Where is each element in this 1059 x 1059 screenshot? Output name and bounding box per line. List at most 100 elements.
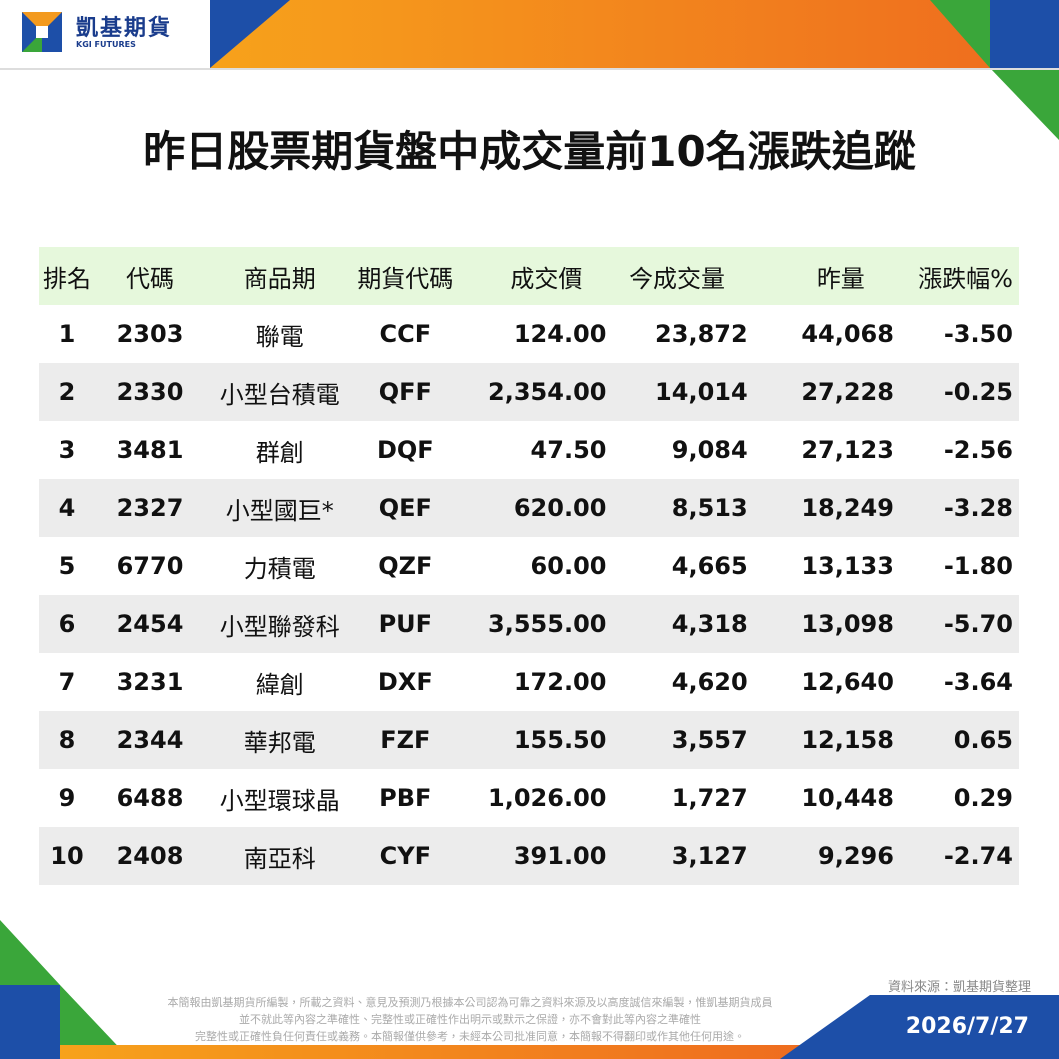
table-cell: 2	[39, 363, 95, 421]
table-cell: 44,068	[801, 320, 894, 348]
source: 資料來源：凱基期貨整理	[887, 980, 1031, 995]
column-header: 今成交量	[606, 247, 748, 305]
table-row: 2 2330 小型台積電 QFF 2,354.00 14,014 27,228 -0.25	[39, 363, 1019, 421]
table-cell: PBF	[379, 784, 432, 812]
table-row: 1 2303 聯電 CCF 124.00 23,872 44,068 -3.50	[39, 305, 1019, 363]
table-cell: 小型國巨*	[205, 479, 355, 537]
bottom-right-blue	[780, 995, 1059, 1059]
ranking-table: 排名 代碼 商品期 期貨代碼 成交價 今成交量 昨量 漲跌幅% 1 2303 聯電 CCF 124.0…	[39, 247, 1019, 885]
column-header: 昨量	[747, 247, 894, 305]
table-cell: 0.65	[893, 711, 1019, 769]
table-cell: 小型聯發科	[205, 595, 355, 653]
table-cell: 3,127	[606, 827, 748, 885]
logo-center	[36, 26, 48, 38]
table-cell: 27,123	[801, 436, 894, 464]
table-row: 7 3231 緯創 DXF 172.00 4,620 12,640 -3.64	[39, 653, 1019, 711]
table-cell: 緯創	[255, 670, 304, 699]
table-cell: 6	[39, 595, 95, 653]
brand: 凱基期貨	[76, 16, 173, 41]
table-cell: 620.00	[456, 479, 607, 537]
table-cell: 18,249	[747, 479, 894, 537]
table-cell: CYF	[354, 827, 457, 885]
table-cell: 47.50	[530, 436, 607, 464]
table-cell: 155.50	[456, 711, 607, 769]
table-cell: -5.70	[893, 595, 1019, 653]
table-cell: 8,513	[606, 479, 748, 537]
top-bar	[210, 0, 1059, 68]
title: 昨日股票期貨盤中成交量前10名漲跌追蹤	[143, 127, 916, 176]
column-header: 排名	[39, 247, 95, 305]
table-cell: -2.74	[893, 827, 1019, 885]
table-cell: 0.29	[953, 784, 1013, 812]
table-cell: -3.50	[943, 320, 1013, 348]
top-right-green	[990, 68, 1059, 140]
table-cell: 2344	[94, 711, 206, 769]
table-cell: 3231	[116, 668, 184, 696]
table-cell: 5	[58, 552, 76, 580]
table-cell: 2327	[94, 479, 206, 537]
table-cell: 4	[39, 479, 95, 537]
table-cell: QZF	[378, 552, 433, 580]
table-row: 10 2408 南亞科 CYF 391.00 3,127 9,296 -2.74	[39, 827, 1019, 885]
table-cell: DXF	[377, 668, 433, 696]
table-cell: 60.00	[530, 552, 607, 580]
disclaimer-line: 本簡報由凱基期貨所編製，所載之資料、意見及預測乃根據本公司認為可靠之資料來源及以…	[167, 996, 773, 1009]
table-cell: 10,448	[801, 784, 894, 812]
table-cell: 10	[39, 827, 95, 885]
table-cell: 13,098	[747, 595, 894, 653]
table-row: 9 6488 小型環球晶 PBF 1,026.00 1,727 10,448 0.29	[39, 769, 1019, 827]
table-cell: 2,354.00	[456, 363, 607, 421]
table-cell: 12,640	[801, 668, 894, 696]
table-cell: -0.25	[893, 363, 1019, 421]
column-header: 商品期	[205, 247, 355, 305]
table-cell: DQF	[376, 436, 434, 464]
table-cell: 4,665	[671, 552, 748, 580]
table-cell: 7	[58, 668, 76, 696]
table-cell: 2330	[94, 363, 206, 421]
header-row: 排名 代碼 商品期 期貨代碼 成交價 今成交量 昨量 漲跌幅%	[39, 247, 1019, 305]
column-header: 漲跌幅%	[893, 247, 1019, 305]
top-line	[0, 68, 1059, 70]
table-cell: FZF	[354, 711, 457, 769]
brand-en: KGI FUTURES	[76, 40, 136, 49]
table-cell: 23,872	[655, 320, 748, 348]
table-cell: 華邦電	[205, 711, 355, 769]
table-cell: -3.28	[893, 479, 1019, 537]
table-cell: 27,228	[747, 363, 894, 421]
table-cell: 9,084	[671, 436, 748, 464]
date: 2026/7/27	[905, 1014, 1029, 1039]
table-cell: 3481	[116, 436, 184, 464]
table-cell: 9,296	[747, 827, 894, 885]
table-cell: 172.00	[513, 668, 607, 696]
table-cell: -1.80	[943, 552, 1013, 580]
top-right-blue	[990, 0, 1059, 68]
table-row: 6 2454 小型聯發科 PUF 3,555.00 4,318 13,098 -5.70	[39, 595, 1019, 653]
table-cell: 2408	[94, 827, 206, 885]
table-cell: 2303	[116, 320, 184, 348]
table-cell: CCF	[379, 320, 432, 348]
table-row: 3 3481 群創 DQF 47.50 9,084 27,123 -2.56	[39, 421, 1019, 479]
table-body: 1 2303 聯電 CCF 124.00 23,872 44,068 -3.50 2 2330 小型…	[39, 305, 1019, 885]
table-cell: 391.00	[456, 827, 607, 885]
table-cell: 小型環球晶	[219, 786, 340, 815]
top-green	[930, 0, 990, 68]
table-cell: 聯電	[255, 322, 304, 351]
table-cell: 3	[58, 436, 76, 464]
table-cell: 1,026.00	[488, 784, 607, 812]
bottom-left-blue	[0, 985, 60, 1059]
table-cell: 群創	[255, 438, 304, 467]
table-cell: 2454	[94, 595, 206, 653]
table-row: 8 2344 華邦電 FZF 155.50 3,557 12,158 0.65	[39, 711, 1019, 769]
table-cell: 4,620	[671, 668, 748, 696]
table-cell: 12,158	[747, 711, 894, 769]
table-row: 4 2327 小型國巨* QEF 620.00 8,513 18,249 -3.28	[39, 479, 1019, 537]
table-cell: 6770	[116, 552, 184, 580]
table-cell: 小型台積電	[205, 363, 355, 421]
table-cell: QFF	[354, 363, 457, 421]
logo-orange	[22, 12, 62, 32]
table-cell: 13,133	[801, 552, 894, 580]
column-header: 期貨代碼	[354, 247, 457, 305]
